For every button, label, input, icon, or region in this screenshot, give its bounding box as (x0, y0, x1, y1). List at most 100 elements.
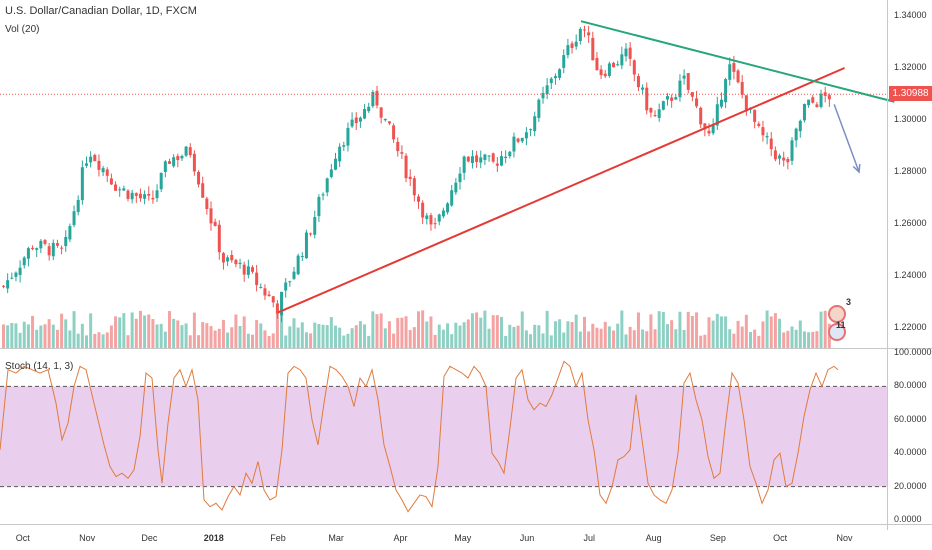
volume-bar (26, 324, 30, 348)
candle-body (300, 256, 304, 258)
candle-body (570, 43, 574, 48)
volume-bar (549, 335, 553, 348)
candle-body (354, 117, 358, 124)
candle-body (2, 285, 5, 287)
stoch-tick-label: 40.0000 (894, 447, 927, 458)
ca-event-count: 3 (846, 297, 852, 307)
price-tick-label: 1.32000 (894, 62, 927, 72)
candle-body (89, 156, 93, 163)
candle-body (168, 161, 171, 164)
candle-body (143, 194, 147, 199)
candle-body (574, 41, 578, 47)
volume-bar (304, 332, 308, 348)
candle-body (636, 76, 640, 88)
time-tick-label: Oct (773, 533, 788, 543)
candle-body (599, 69, 603, 76)
volume-bar (504, 335, 508, 348)
candle-body (454, 182, 458, 193)
candle-body (782, 157, 786, 161)
candle-body (105, 169, 109, 176)
candle-body (587, 32, 591, 36)
candle-body (47, 246, 51, 256)
volume-bar (757, 335, 761, 348)
candle-body (263, 288, 267, 296)
volume-bar (85, 335, 88, 348)
volume-bar (221, 319, 225, 348)
volume-bar (358, 321, 362, 348)
candle-body (138, 193, 142, 199)
candle-body (475, 155, 479, 162)
volume-bar (317, 323, 321, 348)
candle-body (26, 248, 30, 259)
volume-bars (2, 310, 831, 348)
candle-body (387, 121, 391, 124)
volume-bar (674, 329, 678, 348)
volume-bar (109, 325, 113, 348)
candle-body (778, 155, 782, 159)
candle-body (255, 272, 259, 286)
candle-body (666, 96, 669, 100)
candle-body (512, 136, 516, 152)
price-tick-label: 1.26000 (894, 218, 927, 228)
candle-body (404, 155, 408, 179)
volume-bar (487, 328, 491, 348)
volume-bar (334, 325, 337, 348)
candle-body (163, 161, 167, 173)
volume-bar (350, 328, 354, 348)
volume-bar (765, 310, 769, 348)
candle-body (201, 183, 205, 198)
volume-bar (636, 312, 640, 348)
candle-body (122, 188, 126, 191)
volume-bar (55, 329, 59, 348)
candle-body (329, 169, 333, 177)
canada-flag-icon[interactable] (828, 305, 846, 323)
volume-bar (180, 325, 184, 348)
volume-bar (520, 311, 524, 348)
volume-bar (168, 311, 171, 348)
candle-body (14, 272, 18, 277)
candle-body (317, 196, 321, 217)
volume-bar (583, 316, 586, 348)
volume-bar (462, 322, 466, 348)
candle-body (213, 221, 217, 226)
volume-bar (794, 329, 798, 348)
candle-body (798, 120, 802, 132)
volume-bar (578, 331, 582, 348)
candle-body (383, 118, 387, 121)
candle-body (744, 95, 748, 112)
candle-body (275, 303, 279, 314)
volume-bar (375, 314, 379, 348)
candle-body (562, 55, 566, 68)
candle-body (358, 117, 362, 122)
volume-bar (89, 313, 93, 348)
volume-bar (529, 334, 533, 348)
volume-bar (35, 329, 39, 348)
usa-flag-icon[interactable] (828, 323, 846, 341)
candle-body (51, 242, 55, 257)
drawing-tools[interactable] (0, 20, 895, 314)
volume-bar (288, 326, 292, 348)
candle-body (180, 155, 184, 159)
candle-body (773, 150, 777, 160)
candle-body (670, 97, 674, 101)
volume-bar (686, 311, 690, 348)
volume-bar (392, 333, 396, 348)
volume-bar (6, 325, 10, 348)
candle-body (346, 127, 350, 146)
volume-bar (479, 317, 483, 348)
candle-body (371, 91, 375, 107)
candle-body (524, 132, 528, 139)
volume-bar (475, 312, 479, 348)
chart-title: U.S. Dollar/Canadian Dollar, 1D, FXCM (5, 5, 197, 17)
candle-body (325, 178, 329, 193)
candle-body (217, 224, 221, 253)
time-tick-label: Jul (583, 533, 596, 543)
volume-bar (209, 326, 213, 348)
volume-bar (51, 324, 55, 348)
pane-divider[interactable] (0, 348, 932, 349)
volume-bar (10, 323, 14, 348)
candle-body (657, 109, 661, 118)
volume-bar (367, 335, 371, 348)
volume-bar (184, 323, 188, 348)
